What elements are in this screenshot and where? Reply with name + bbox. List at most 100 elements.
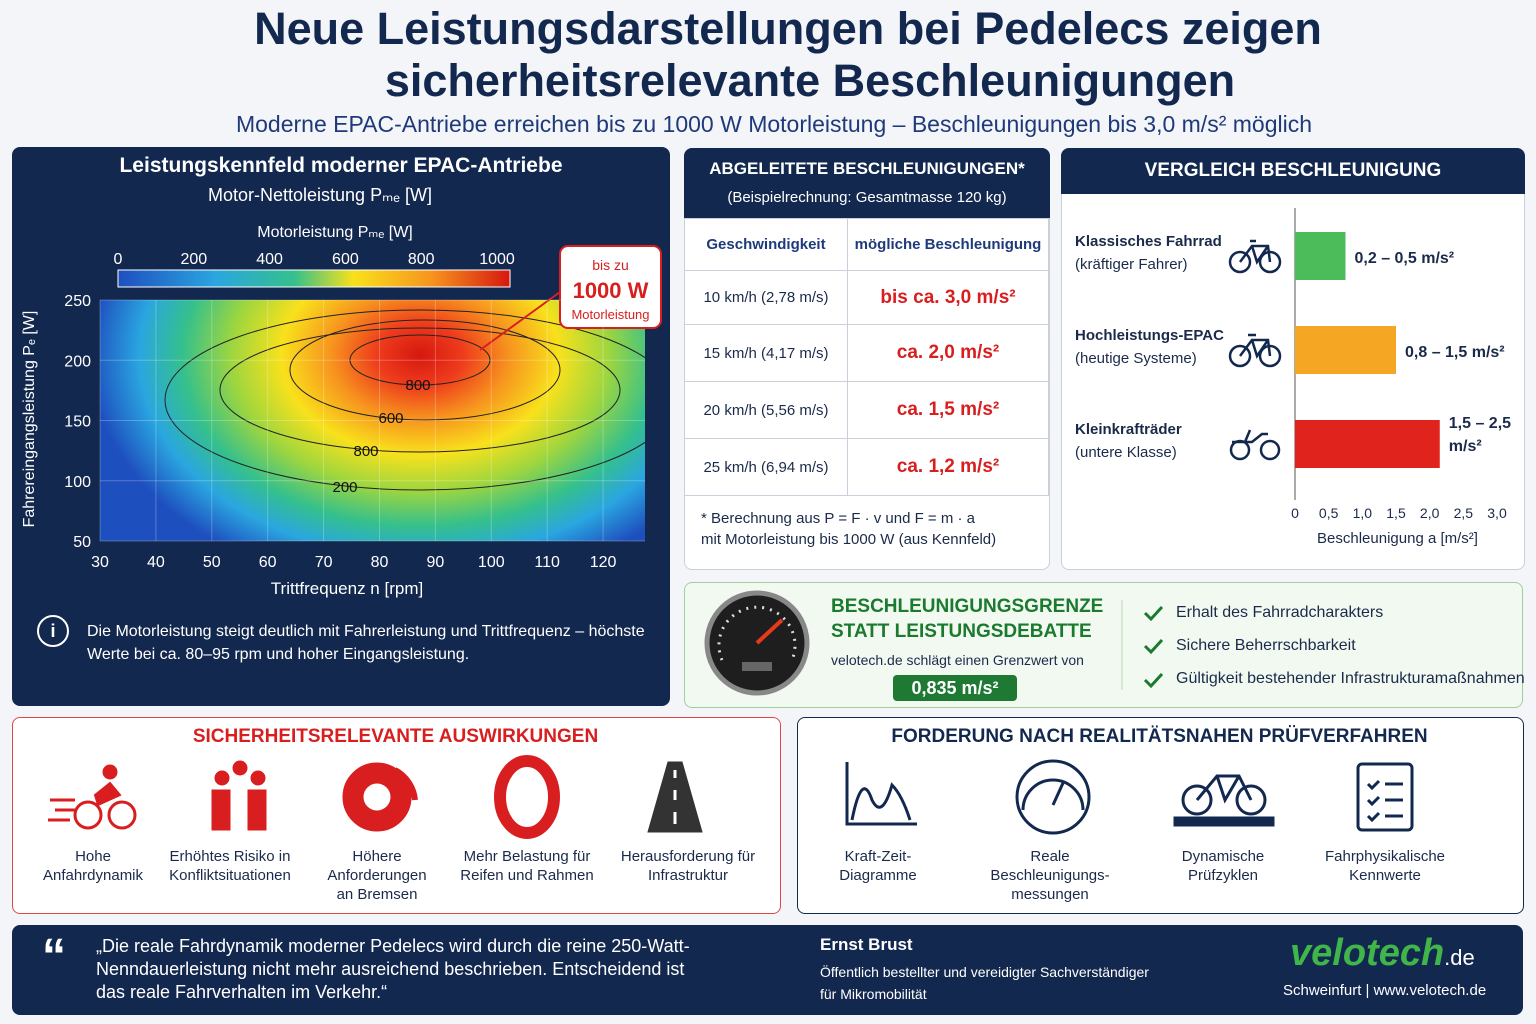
colorbar-tick-label: 600 — [332, 251, 359, 268]
colorbar — [117, 269, 511, 288]
y-tick-label: 100 — [64, 474, 91, 491]
subtitle: Moderne EPAC-Antriebe erreichen bis zu 1… — [235, 111, 1312, 137]
safety-item: Hohe Anfahrdynamik — [18, 847, 168, 885]
category-label: Hochleistungs-EPAC — [1075, 327, 1224, 344]
x-tick-label: 80 — [371, 554, 389, 571]
table-cell: ca. 1,2 m/s² — [847, 438, 1049, 496]
range-label: 0,2 – 0,5 m/s² — [1354, 250, 1455, 267]
item-line: Kraft-Zeit- — [844, 848, 912, 865]
heatmap — [100, 300, 645, 541]
check-item: Gültigkeit bestehender Infrastrukturamaß… — [1176, 670, 1525, 687]
x-tick-label: 90 — [426, 554, 444, 571]
item-line: Dynamische — [1181, 848, 1265, 865]
item-line: Mehr Belastung für — [463, 848, 591, 865]
callout-text: bis zu — [592, 257, 629, 273]
contour — [289, 319, 561, 421]
item-line: messungen — [1011, 886, 1089, 903]
callout-text: Motorleistung — [571, 307, 650, 322]
testing-item: Fahrphysikalische Kennwerte — [1310, 847, 1460, 885]
item-line: an Bremsen — [336, 886, 418, 903]
panel-subtitle: Motor-Nettoleistung Pₘₑ [W] — [208, 185, 432, 205]
gauge-icon — [742, 662, 772, 671]
callout-line — [479, 291, 561, 351]
item-line: Beschleunigungs- — [990, 867, 1110, 884]
colorbar-tick-label: 200 — [180, 251, 207, 268]
comparison-header-bg — [1061, 148, 1525, 194]
x-tick-label: 120 — [590, 554, 617, 571]
y-tick-label: 200 — [64, 353, 91, 370]
item-line: Fahrphysikalische — [1324, 848, 1446, 865]
bar — [1295, 420, 1440, 468]
brand-name: velotech — [1290, 932, 1445, 974]
contour — [219, 327, 621, 453]
limit-title: BESCHLEUNIGUNGSGRENZE — [831, 596, 1104, 617]
table-cell: 15 km/h (4,17 m/s) — [684, 324, 848, 382]
category-note: (heutige Systeme) — [1075, 350, 1197, 367]
gauge-icon — [755, 618, 784, 645]
callout-value: 1000 W — [572, 278, 649, 303]
contour — [164, 309, 645, 491]
item-line: Herausforderung für — [620, 848, 756, 865]
table-subtitle: (Beispielrechnung: Gesamtmasse 120 kg) — [727, 189, 1007, 206]
x-tick-label: 2,5 — [1454, 505, 1474, 521]
item-line: Reifen und Rahmen — [460, 867, 594, 884]
limit-value: 0,835 m/s² — [893, 675, 1017, 701]
item-line: Prüfzyklen — [1187, 867, 1259, 884]
brand: velotech.de — [1290, 932, 1475, 975]
x-tick-label: 40 — [147, 554, 165, 571]
x-tick-label: 60 — [259, 554, 277, 571]
y-axis-label: Fahrereingangsleistung Pₑ [W] — [21, 310, 38, 528]
x-axis-label: Beschleunigung a [m/s²] — [1317, 530, 1478, 547]
category-note: (untere Klasse) — [1075, 444, 1177, 461]
x-tick-label: 1,5 — [1386, 505, 1406, 521]
contour-label: 800 — [405, 377, 430, 394]
category-note: (kräftiger Fahrer) — [1075, 256, 1188, 273]
y-tick-label: 50 — [73, 534, 91, 551]
check-icons — [1143, 605, 1164, 689]
title: sicherheitsrelevante Beschleunigungen — [384, 55, 1236, 106]
y-tick-label: 250 — [64, 293, 91, 310]
x-tick-label: 110 — [534, 554, 560, 571]
brand-suffix: .de — [1444, 945, 1475, 970]
item-line: Konfliktsituationen — [169, 867, 291, 884]
bar — [1295, 326, 1396, 374]
safety-icons — [48, 755, 703, 839]
table-cell: 10 km/h (2,78 m/s) — [684, 270, 848, 325]
item-line: Hohe — [75, 848, 111, 865]
x-tick-label: 1,0 — [1353, 505, 1373, 521]
contours — [164, 309, 645, 491]
panel-title: Leistungskennfeld moderner EPAC-Antriebe — [119, 154, 563, 177]
contour-label: 200 — [332, 479, 357, 496]
colorbar-tick-label: 800 — [408, 251, 435, 268]
table-header: mögliche Beschleunigung — [847, 218, 1049, 271]
range-label: 1,5 – 2,5 m/s² — [1448, 415, 1512, 455]
table-cell: ca. 2,0 m/s² — [847, 324, 1049, 382]
limit-panel — [684, 582, 1523, 708]
info-icon — [37, 615, 69, 647]
quote-line: Nenndauerleistung nicht mehr ausreichend… — [96, 959, 685, 979]
x-tick-label: 50 — [203, 554, 221, 571]
footnote: * Berechnung aus P = F · v und F = m · a — [701, 510, 976, 527]
item-line: Infrastruktur — [647, 867, 729, 884]
quote-panel — [12, 925, 1523, 1015]
footnote: mit Motorleistung bis 1000 W (aus Kennfe… — [701, 531, 997, 548]
range-label: 0,8 – 1,5 m/s² — [1405, 344, 1505, 361]
category-label: Kleinkrafträder — [1075, 421, 1182, 438]
item-line: Kennwerte — [1349, 867, 1421, 884]
limit-text: velotech.de schlägt einen Grenzwert von — [831, 652, 1084, 668]
bike-icons — [1228, 239, 1282, 461]
colorbar-label: Motorleistung Pₘₑ [W] — [257, 224, 413, 241]
y-tick-label: 150 — [64, 414, 91, 431]
item-line: Erhöhtes Risiko in — [169, 848, 291, 865]
safety-item: Herausforderung für Infrastruktur — [613, 847, 763, 885]
table-header: Geschwindigkeit — [684, 218, 848, 271]
safety-item: Mehr Belastung für Reifen und Rahmen — [452, 847, 602, 885]
x-tick-label: 100 — [478, 554, 505, 571]
table-cell: 25 km/h (6,94 m/s) — [684, 438, 848, 496]
check-item: Sichere Beherrschbarkeit — [1176, 637, 1356, 654]
item-line: Reale — [1030, 848, 1070, 865]
table-title: ABGELEITETE BESCHLEUNIGUNGEN* — [709, 159, 1025, 178]
quote-text: „Die reale Fahrdynamik moderner Pedelecs… — [96, 935, 690, 1004]
